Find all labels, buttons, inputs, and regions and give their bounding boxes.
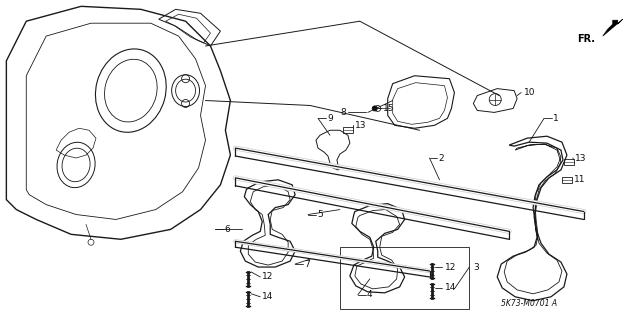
Text: 1: 1 bbox=[553, 114, 559, 123]
Text: 4: 4 bbox=[367, 290, 372, 299]
Text: 15: 15 bbox=[383, 104, 394, 113]
Text: 10: 10 bbox=[524, 88, 536, 97]
Text: 14: 14 bbox=[444, 283, 456, 293]
Circle shape bbox=[372, 106, 377, 111]
Text: 9: 9 bbox=[327, 114, 333, 123]
Text: 12: 12 bbox=[262, 272, 274, 281]
Text: 8: 8 bbox=[340, 108, 346, 117]
Polygon shape bbox=[603, 19, 623, 36]
Text: 11: 11 bbox=[574, 175, 586, 184]
Text: 7: 7 bbox=[304, 260, 310, 269]
Text: 6: 6 bbox=[225, 225, 230, 234]
Text: 3: 3 bbox=[474, 263, 479, 271]
Bar bbox=[564, 159, 574, 165]
Text: 5K73-M0701 A: 5K73-M0701 A bbox=[501, 299, 557, 308]
Text: 14: 14 bbox=[262, 292, 274, 301]
Text: 2: 2 bbox=[438, 153, 444, 162]
Bar bbox=[562, 177, 572, 183]
Bar bbox=[343, 127, 353, 133]
Text: 13: 13 bbox=[355, 121, 366, 130]
Text: FR.: FR. bbox=[577, 34, 595, 44]
Text: 12: 12 bbox=[444, 263, 456, 271]
Text: 5: 5 bbox=[317, 210, 323, 219]
Text: 13: 13 bbox=[575, 153, 586, 162]
